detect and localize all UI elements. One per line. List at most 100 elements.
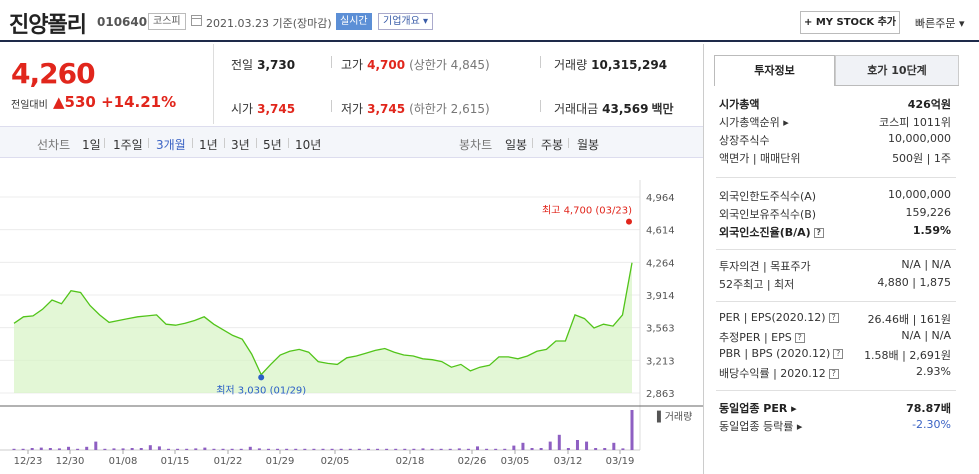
tab-1d[interactable]: 1일 <box>82 138 101 152</box>
volume-bar <box>594 448 598 450</box>
volume-bar <box>285 448 289 450</box>
volume-bar <box>521 442 525 450</box>
volume-bar <box>248 446 252 450</box>
volume-bar <box>403 448 407 450</box>
max-label: 최고 4,700 (03/23) <box>542 205 632 217</box>
x-tick-label: 01/29 <box>266 456 295 467</box>
info-value: 26.46배 | 161원 <box>867 313 951 326</box>
volume-label: ▌거래량 <box>656 410 692 423</box>
volume-bar <box>148 445 152 450</box>
info-value: N/A | N/A <box>901 258 951 271</box>
candle-chart-label: 봉차트 <box>459 138 493 152</box>
tab-1y[interactable]: 1년 <box>199 138 218 152</box>
volume-bar <box>494 448 498 450</box>
tab-3y[interactable]: 3년 <box>231 138 250 152</box>
volume-bar <box>512 445 516 450</box>
help-icon[interactable]: ? <box>828 369 839 379</box>
volume-bar <box>67 446 71 450</box>
info-row: 시가총액순위 ▸ 코스피 1011위 <box>719 114 951 130</box>
x-tick-label: 02/26 <box>458 456 487 467</box>
change-value: ▲530 +14.21% <box>53 93 176 111</box>
price-area <box>14 262 632 393</box>
volume-bar <box>548 441 552 450</box>
volume-bar <box>612 442 616 450</box>
quick-order-dropdown[interactable]: 빠른주문 ▾ <box>915 17 965 30</box>
volume-bar <box>257 448 261 450</box>
info-label[interactable]: 시가총액순위 ▸ <box>719 116 789 129</box>
y-tick-label: 3,213 <box>646 356 675 367</box>
y-tick-label: 3,914 <box>646 291 675 302</box>
info-value: 1.59% <box>912 224 951 237</box>
low-price: 저가 3,745 (하한가 2,615) <box>341 102 490 116</box>
volume-bar <box>421 448 425 450</box>
volume-bar <box>503 448 507 450</box>
volume-bar <box>476 446 479 450</box>
x-tick-label: 12/23 <box>14 456 43 467</box>
volume-bar <box>239 448 243 450</box>
volume-bar <box>212 448 216 450</box>
price-chart[interactable]: 4,964 4,614 4,264 3,914 3,563 3,213 2,863 최고 4,… <box>0 160 703 474</box>
info-value: 1.58배 | 2,691원 <box>864 349 951 362</box>
x-tick-label: 12/30 <box>56 456 85 467</box>
volume-bar <box>485 448 489 450</box>
current-price-box: 4,260 전일대비 ▲530 +14.21% <box>0 44 214 124</box>
volume-bar <box>385 448 389 450</box>
company-info-dropdown[interactable]: 기업개요 ▾ <box>378 13 433 30</box>
info-label: 외국인소진율(B/A)? <box>719 224 824 240</box>
x-tick-label: 02/18 <box>396 456 425 467</box>
stock-name: 진양폴리 <box>9 13 87 38</box>
info-row: 액면가 | 매매단위 500원 | 1주 <box>719 150 951 166</box>
volume-bar <box>57 448 61 450</box>
y-tick-label: 4,964 <box>646 193 675 204</box>
info-label: 상장주식수 <box>719 134 770 147</box>
info-value: 코스피 1011위 <box>879 116 951 129</box>
info-label[interactable]: 동일업종 등락률 ▸ <box>719 420 803 433</box>
volume-bar <box>176 448 180 450</box>
current-price: 4,260 <box>11 57 96 90</box>
info-row: 동일업종 등락률 ▸ -2.30% <box>719 418 951 434</box>
volume-bar <box>157 446 161 450</box>
info-label: 외국인보유주식수(B) <box>719 208 817 221</box>
info-value: N/A | N/A <box>901 329 951 342</box>
tab-5y[interactable]: 5년 <box>263 138 282 152</box>
tab-1w[interactable]: 1주일 <box>113 138 143 152</box>
x-tick-label: 03/05 <box>501 456 530 467</box>
info-row: 추정PER | EPS? N/A | N/A <box>719 329 951 345</box>
volume-bar <box>185 448 189 450</box>
min-marker <box>258 374 265 381</box>
change-amount: ▲530 <box>53 93 96 111</box>
help-icon[interactable]: ? <box>794 333 805 343</box>
help-icon[interactable]: ? <box>813 228 824 238</box>
high-price: 고가 4,700 (상한가 4,845) <box>341 58 490 72</box>
info-label: 외국인한도주식수(A) <box>719 190 817 203</box>
tab-orderbook[interactable]: 호가 10단계 <box>835 55 959 86</box>
volume-bar <box>457 448 461 450</box>
volume-bar <box>575 440 579 450</box>
tab-3m[interactable]: 3개월 <box>156 138 186 152</box>
help-icon[interactable]: ? <box>833 349 844 359</box>
market-badge: 코스피 <box>148 13 186 30</box>
add-mystock-button[interactable]: + MY STOCK 추가 <box>800 11 900 34</box>
info-label: PBR | BPS (2020.12)? <box>719 347 844 360</box>
help-icon[interactable]: ? <box>828 313 839 323</box>
tab-10y[interactable]: 10년 <box>295 138 322 152</box>
volume-bar <box>603 448 607 450</box>
tab-daily-candle[interactable]: 일봉 <box>505 138 528 152</box>
info-row: 동일업종 PER ▸ 78.87배 <box>719 400 951 416</box>
max-marker <box>626 218 632 225</box>
volume-bar <box>339 448 343 450</box>
volume-bar <box>303 448 307 450</box>
tab-monthly-candle[interactable]: 월봉 <box>577 138 600 152</box>
info-label[interactable]: 동일업종 PER ▸ <box>719 402 797 415</box>
volume-bar <box>448 448 452 450</box>
line-chart-label: 선차트 <box>37 138 71 152</box>
open-price: 시가 3,745 <box>231 102 296 116</box>
volume-bar <box>203 447 207 450</box>
realtime-button[interactable]: 실시간 <box>336 13 372 30</box>
volume-bar <box>530 448 534 450</box>
investment-info-panel: 투자정보 호가 10단계 시가총액 426억원 시가총액순위 ▸ 코스피 1011위 상… <box>703 44 979 474</box>
volume-bar <box>221 448 225 450</box>
volume-bar <box>348 448 352 450</box>
tab-weekly-candle[interactable]: 주봉 <box>541 138 564 152</box>
tab-investment-info[interactable]: 투자정보 <box>714 55 835 86</box>
